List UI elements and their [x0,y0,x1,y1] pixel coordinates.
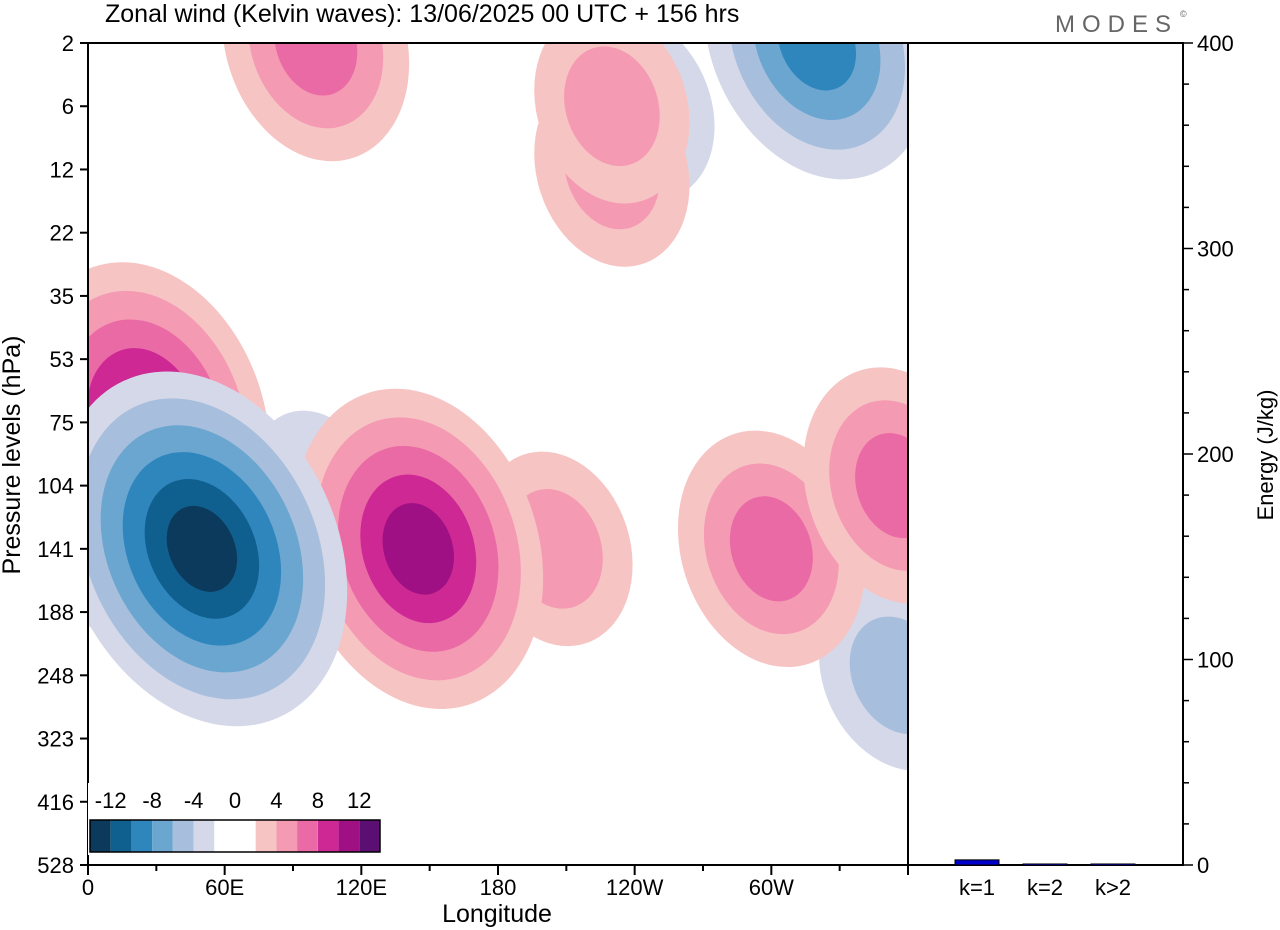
contour-band [382,503,454,595]
x-tick-label: 0 [82,875,94,900]
colorbar-label: -4 [184,788,204,813]
brand-wordmark: MODES [1055,11,1178,38]
y-tick-label: 141 [37,537,74,562]
modes-logo: MODES © [1055,9,1187,38]
colorbar-swatch [359,820,380,852]
x-tick-label: 180 [480,875,517,900]
colorbar-swatch [338,820,360,852]
y-tick-label: 248 [37,663,74,688]
contour-band [564,46,660,167]
wind-anomaly-cell [677,430,865,668]
chart-title: Zonal wind (Kelvin waves): 13/06/2025 00… [105,0,739,28]
y-tick-label: 188 [37,600,74,625]
y-tick-label: 416 [37,790,74,815]
y-tick-label: 35 [50,284,74,309]
wind-anomaly-cell [819,579,908,771]
energy-bar [1090,863,1136,866]
contour-band [855,433,908,539]
heatmap-marks [88,43,908,771]
contour-band [753,43,881,121]
y-tick-label: 6 [62,94,74,119]
contour-band [274,43,358,96]
x-tick-label: 60E [205,875,244,900]
wind-anomaly-cell [88,371,348,727]
colorbar-label: 0 [229,788,241,813]
brand-mark: © [1180,9,1187,19]
colorbar-swatch [235,820,256,852]
wind-anomaly-cell [803,367,908,604]
colorbar-swatch [172,820,194,852]
y-tick-label: 104 [37,474,74,499]
colorbar-swatch [317,820,339,852]
colorbar-swatch [110,820,132,852]
longitude-axis: 0 60E 120E 180 120W 60W [82,865,909,900]
x-tick-label: 120E [336,875,387,900]
y-tick-label: 528 [37,853,74,878]
contour-band [849,616,908,735]
y-tick-label: 53 [50,347,74,372]
y-tick-label: 75 [50,410,74,435]
energy-category-label: k=2 [1027,875,1063,900]
x-tick-label: 120W [606,875,664,900]
energy-tick-label: 200 [1197,442,1234,467]
colorbar-swatch [297,820,318,852]
y-tick-label: 22 [50,221,74,246]
wind-anomaly-cell [534,43,690,204]
energy-bar [954,859,1000,866]
colorbar-outline [89,819,381,853]
colorbar-swatch [255,820,277,852]
colorbar-swatch [152,820,173,852]
y-tick-label: 12 [50,157,74,182]
energy-bars: k=1 k=2 k>2 [954,859,1136,900]
colorbar-label: 4 [270,788,282,813]
energy-tick-label: 0 [1197,853,1209,878]
wind-anomaly-cell [293,388,544,709]
contour-band [248,43,384,129]
y-axis-label: Pressure levels (hPa) [0,336,26,575]
colorbar-swatch [193,820,215,852]
energy-panel-frame [907,42,1184,866]
energy-axis: 0 100 200 300 400 [1183,31,1234,878]
energy-tick-label: 400 [1197,31,1234,56]
x-axis-label: Longitude [442,900,552,928]
pressure-axis: 2 6 12 22 35 53 75 104 141 188 248 323 416 528 [37,31,88,878]
energy-tick-label: 300 [1197,237,1234,262]
energy-tick-label: 100 [1197,648,1234,673]
colorbar-swatch [90,820,111,852]
colorbar-label: -12 [95,788,127,813]
colorbar-label: -8 [142,788,162,813]
colorbar-swatch [214,820,235,852]
heatmap-layer [88,43,908,771]
x-tick-label: 60W [749,875,794,900]
wind-anomaly-cell [222,43,410,162]
colorbar-label: 8 [312,788,324,813]
colorbar-swatch [276,820,298,852]
y-tick-label: 2 [62,31,74,56]
energy-category-label: k=1 [959,875,995,900]
y-tick-label: 323 [37,727,74,752]
contour-band [729,496,813,602]
energy-axis-label: Energy (J/kg) [1253,390,1278,521]
contour-band [166,505,238,592]
energy-category-label: k>2 [1095,875,1131,900]
colorbar-label: 12 [347,788,371,813]
energy-bar [1022,863,1068,866]
colorbar-swatch [131,820,153,852]
colorbar-legend: -12 -8 -4 0 4 8 12 [88,783,383,855]
